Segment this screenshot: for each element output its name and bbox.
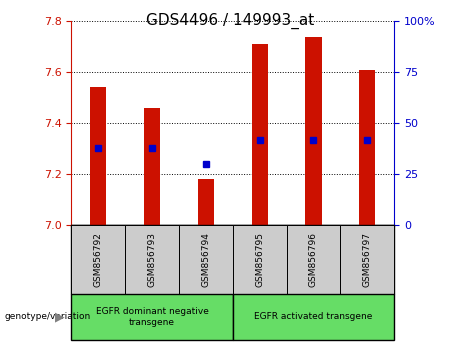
Text: GSM856794: GSM856794 (201, 232, 210, 287)
Text: EGFR activated transgene: EGFR activated transgene (254, 312, 372, 321)
Text: ▶: ▶ (55, 310, 65, 323)
Text: GSM856795: GSM856795 (255, 232, 264, 287)
Bar (90, 87, 106, 225)
FancyBboxPatch shape (179, 225, 233, 294)
Text: GDS4496 / 149993_at: GDS4496 / 149993_at (147, 12, 314, 29)
FancyBboxPatch shape (340, 225, 394, 294)
FancyBboxPatch shape (125, 225, 179, 294)
Text: genotype/variation: genotype/variation (5, 312, 91, 321)
FancyBboxPatch shape (71, 225, 394, 294)
Bar (252, 44, 268, 225)
Bar (305, 36, 321, 225)
Text: GSM856796: GSM856796 (309, 232, 318, 287)
Bar (359, 70, 375, 225)
FancyBboxPatch shape (71, 294, 233, 340)
Bar (144, 108, 160, 225)
Text: GSM856793: GSM856793 (148, 232, 157, 287)
Bar (198, 179, 214, 225)
FancyBboxPatch shape (233, 225, 287, 294)
FancyBboxPatch shape (233, 294, 394, 340)
FancyBboxPatch shape (287, 225, 340, 294)
Text: GSM856792: GSM856792 (94, 232, 103, 287)
FancyBboxPatch shape (71, 225, 125, 294)
Text: GSM856797: GSM856797 (363, 232, 372, 287)
Text: EGFR dominant negative
transgene: EGFR dominant negative transgene (96, 307, 208, 326)
